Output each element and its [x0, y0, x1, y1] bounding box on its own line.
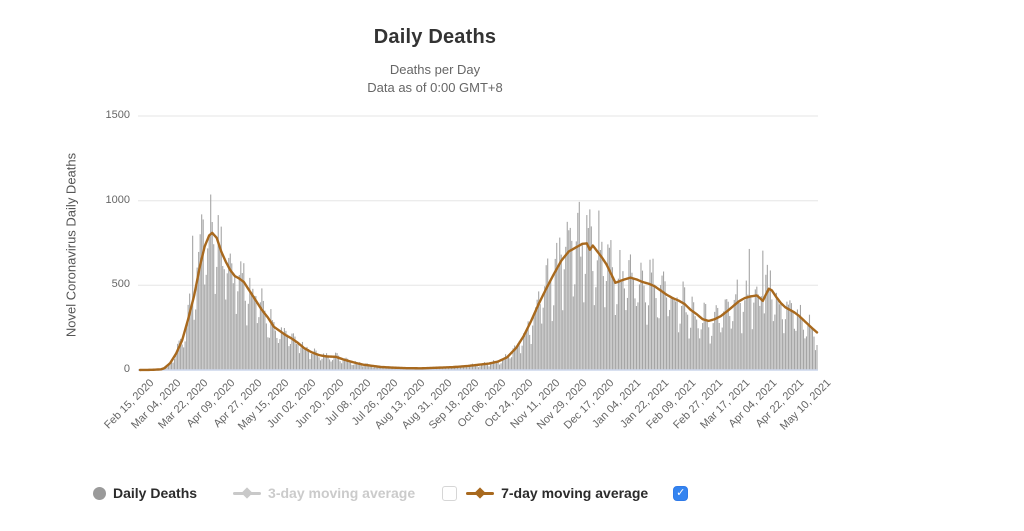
legend: Daily Deaths 3-day moving average 7-day … [93, 485, 689, 501]
legend-item-daily-deaths[interactable]: Daily Deaths [93, 485, 197, 501]
line-diamond-marker-icon [233, 486, 262, 500]
7day-average-checkbox[interactable]: ✓ [673, 485, 689, 501]
circle-marker-icon [93, 486, 106, 500]
subtitle-line-2: Data as of 0:00 GMT+8 [367, 80, 503, 95]
subtitle-line-1: Deaths per Day [389, 62, 481, 77]
legend-label-7day-average: 7-day moving average [501, 485, 649, 501]
7day-average-line [138, 231, 819, 372]
y-axis-tick-label: 1000 [105, 193, 130, 206]
chart-title: Daily Deaths [373, 26, 497, 48]
3day-average-checkbox[interactable] [442, 485, 458, 501]
y-axis-tick-label: 500 [111, 278, 130, 291]
y-axis-tick-label: 1500 [105, 109, 130, 121]
checkmark-icon: ✓ [676, 486, 686, 499]
daily-deaths-chart: Daily Deaths Deaths per Day Data as of 0… [0, 26, 870, 501]
legend-item-7day-average[interactable]: 7-day moving average [466, 485, 648, 501]
chart-subtitle: Deaths per Day Data as of 0:00 GMT+8 [0, 61, 870, 97]
legend-label-3day-average: 3-day moving average [268, 485, 416, 501]
daily-deaths-bars [152, 194, 818, 370]
legend-label-daily-deaths: Daily Deaths [113, 485, 198, 501]
y-axis-tick-label: 0 [123, 363, 130, 375]
legend-item-3day-average[interactable]: 3-day moving average [233, 485, 415, 501]
plot-area [138, 115, 819, 372]
line-diamond-marker-icon [466, 486, 495, 500]
